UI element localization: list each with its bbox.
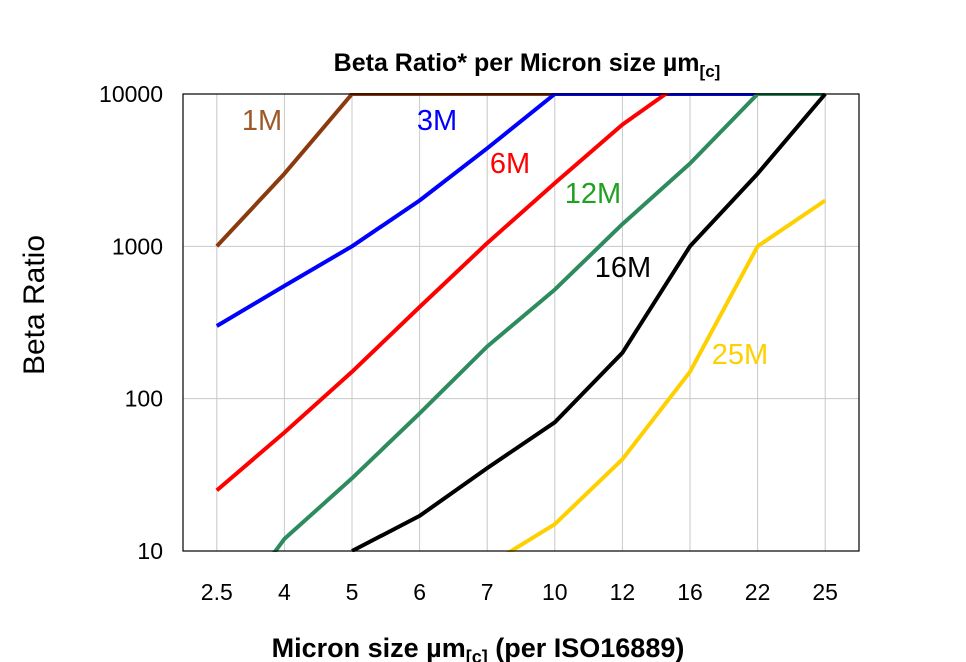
series-label-12M: 12M — [565, 178, 621, 210]
y-tick-label: 10 — [137, 538, 163, 564]
x-tick-label: 6 — [413, 579, 426, 605]
x-tick-label: 2.5 — [201, 579, 233, 605]
x-tick-label: 7 — [481, 579, 494, 605]
x-axis-label: Micron size µm[c] (per ISO16889) — [272, 633, 685, 662]
series-label-1M: 1M — [242, 105, 282, 137]
series-line-6M — [215, 93, 671, 492]
series-label-16M: 16M — [595, 252, 651, 284]
y-tick-label: 100 — [125, 386, 163, 412]
x-tick-label: 16 — [677, 579, 703, 605]
x-tick-label: 25 — [812, 579, 838, 605]
series-line-12M — [272, 93, 826, 552]
series-label-25M: 25M — [712, 339, 768, 371]
x-tick-label: 12 — [610, 579, 636, 605]
y-tick-label: 1000 — [112, 233, 163, 259]
x-tick-label: 22 — [745, 579, 771, 605]
series-line-25M — [505, 198, 827, 552]
plot-frame — [182, 93, 860, 552]
x-tick-label: 10 — [542, 579, 568, 605]
chart-title: Beta Ratio* per Micron size µm[c] — [334, 49, 721, 81]
series-label-3M: 3M — [417, 105, 457, 137]
y-tick-label: 10000 — [99, 81, 163, 107]
y-axis-label: Beta Ratio — [18, 235, 51, 375]
x-tick-label: 4 — [278, 579, 291, 605]
x-tick-label: 5 — [346, 579, 359, 605]
series-label-6M: 6M — [490, 148, 530, 180]
series-line-16M — [351, 93, 827, 552]
